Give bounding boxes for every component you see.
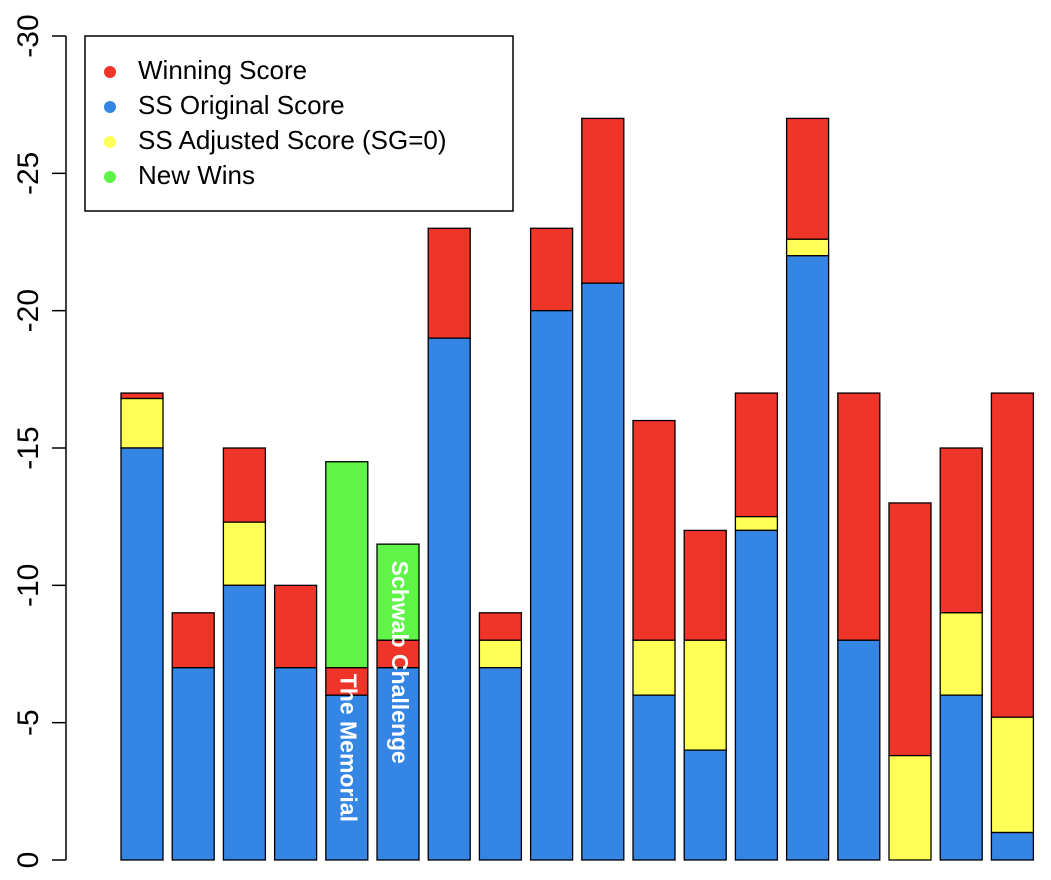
bar-segment-original [837, 639, 881, 861]
bar-9 [529, 227, 574, 861]
bar-segment-original [632, 694, 676, 861]
bar-segment-winning [837, 392, 881, 641]
legend-label: SS Adjusted Score (SG=0) [138, 125, 447, 155]
bar-segment-winning [222, 447, 267, 523]
bar-segment-winning [734, 392, 779, 518]
bar-3 [222, 447, 267, 861]
bar-segment-winning [478, 612, 523, 641]
bar-7 [427, 227, 471, 861]
bar-segment-winning [376, 639, 420, 669]
bar-segment-winning [683, 529, 727, 641]
legend-label: New Wins [138, 160, 255, 190]
legend-marker [104, 136, 116, 148]
bar-6: Schwab Challenge [376, 543, 420, 861]
bar-segment-original [325, 694, 369, 861]
legend-label: SS Original Score [138, 90, 345, 120]
bar-segment-winning [888, 502, 932, 757]
bar-label: Schwab Challenge [387, 561, 413, 764]
bar-10 [581, 117, 625, 861]
bar-segment-adjusted [734, 516, 779, 532]
bar-12 [683, 529, 727, 861]
bar-segment-winning [273, 584, 318, 669]
bar-segment-original [683, 749, 727, 861]
bar-segment-winning [939, 447, 983, 614]
legend-label: Winning Score [138, 55, 307, 85]
y-tick-label: -30 [12, 14, 45, 57]
bar-segment-original [273, 667, 318, 861]
legend-marker [104, 101, 116, 113]
bar-segment-adjusted [990, 716, 1035, 834]
legend-marker [104, 66, 116, 78]
bar-segment-winning [581, 117, 625, 284]
bar-2 [171, 612, 215, 861]
y-axis: 0 -5 -10 -15 -20 -25 -30 [12, 14, 67, 869]
bar-segment-original [581, 282, 625, 861]
bar-8 [478, 612, 523, 861]
y-tick-label: -5 [12, 709, 45, 736]
bar-segment-original [478, 667, 523, 861]
bar-17 [939, 447, 983, 861]
bar-segment-original [529, 310, 574, 861]
bar-segment-winning [427, 227, 471, 339]
bar-segment-adjusted [939, 612, 983, 696]
bar-segment-winning [529, 227, 574, 312]
bar-13 [734, 392, 779, 861]
y-tick-label: -25 [12, 152, 45, 195]
bar-segment-adjusted [632, 639, 676, 696]
bar-18 [990, 392, 1035, 861]
y-tick-label: -20 [12, 289, 45, 332]
legend: Winning Score SS Original Score SS Adjuste… [84, 35, 514, 212]
bar-segment-original [939, 694, 983, 861]
bar-11 [632, 419, 676, 861]
bar-label: The Memorial [336, 674, 362, 822]
bars-group: The Memorial Schwab Challenge [120, 117, 1035, 861]
bar-segment-adjusted [683, 639, 727, 751]
bar-segment-winning [171, 612, 215, 669]
bar-5: The Memorial [325, 461, 369, 861]
bar-segment-original [222, 584, 267, 861]
bar-segment-original [785, 255, 830, 861]
bar-segment-original [427, 337, 471, 861]
y-tick-label: -15 [12, 426, 45, 469]
bar-segment-winning [120, 392, 164, 400]
bar-segment-winning [632, 419, 676, 641]
bar-15 [837, 392, 881, 861]
bar-segment-winning [785, 117, 830, 240]
bar-segment-adjusted [222, 521, 267, 586]
bar-segment-adjusted [120, 397, 164, 449]
legend-marker [104, 171, 116, 183]
bar-segment-adjusted [888, 754, 932, 861]
bar-4 [273, 584, 318, 861]
bar-1 [120, 392, 164, 861]
legend-box [84, 35, 514, 212]
bar-segment-new-win [325, 461, 369, 669]
y-tick-label: 0 [12, 852, 45, 869]
bar-segment-original [376, 667, 420, 861]
bar-segment-original [120, 447, 164, 861]
bar-segment-original [171, 667, 215, 861]
y-tick-label: -10 [12, 564, 45, 607]
bar-segment-winning [990, 392, 1035, 718]
bar-segment-original [734, 529, 779, 861]
bar-14 [785, 117, 830, 861]
bar-segment-adjusted [785, 238, 830, 257]
bar-segment-original [990, 831, 1035, 861]
bar-16 [888, 502, 932, 861]
bar-segment-adjusted [478, 639, 523, 669]
